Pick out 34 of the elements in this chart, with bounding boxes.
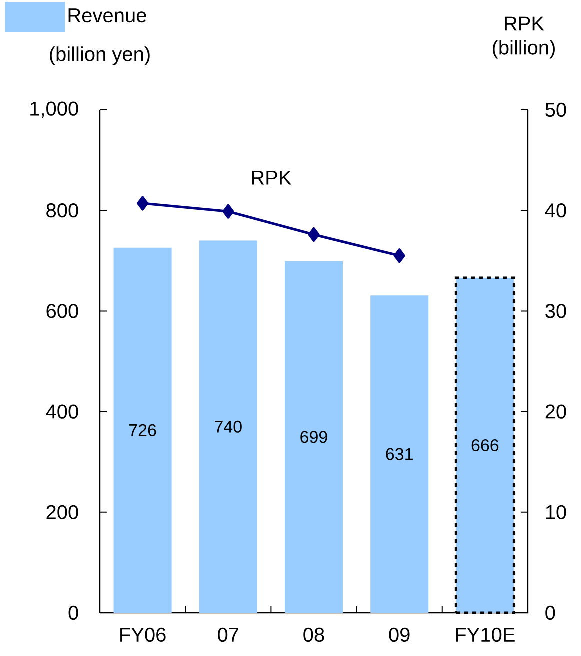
y-tick-label: 200	[46, 505, 78, 520]
y-tick-label: 1,000	[30, 102, 78, 118]
data-label: 631	[386, 448, 413, 460]
legend-label: Revenue	[68, 8, 146, 23]
data-label: 699	[300, 431, 328, 444]
point	[137, 196, 149, 211]
y-axis-title: (billion yen)	[50, 46, 150, 66]
y2-tick-label: 0	[546, 606, 556, 620]
data-label: 740	[215, 420, 242, 433]
y-tick-label: 800	[46, 204, 78, 218]
bar	[284, 261, 343, 613]
x-tick-label: FY10E	[456, 628, 515, 642]
bar	[370, 296, 429, 613]
data-label: 666	[472, 439, 499, 452]
y2-tick-label: 20	[546, 404, 566, 419]
y2-tick-label: 30	[546, 304, 566, 318]
y-tick-label: 0	[68, 606, 78, 620]
series-label: RPK	[252, 171, 292, 185]
point	[222, 204, 234, 219]
y2-tick-label: 10	[546, 505, 566, 520]
y2-axis-title: RPK (billion)	[493, 16, 555, 59]
y-tick-label: 600	[46, 304, 78, 318]
x-tick-label: 08	[304, 628, 324, 642]
y2-tick-label: 50	[546, 102, 566, 118]
bar	[199, 240, 258, 613]
x-tick-label: FY06	[120, 628, 166, 642]
bar	[114, 248, 172, 613]
point	[308, 227, 320, 242]
data-label: 726	[129, 424, 156, 436]
x-tick-label: 09	[389, 628, 410, 642]
point	[394, 248, 406, 264]
y-tick-label: 400	[46, 404, 78, 419]
y2-tick-label: 40	[545, 204, 566, 218]
x-tick-label: 07	[218, 628, 239, 642]
